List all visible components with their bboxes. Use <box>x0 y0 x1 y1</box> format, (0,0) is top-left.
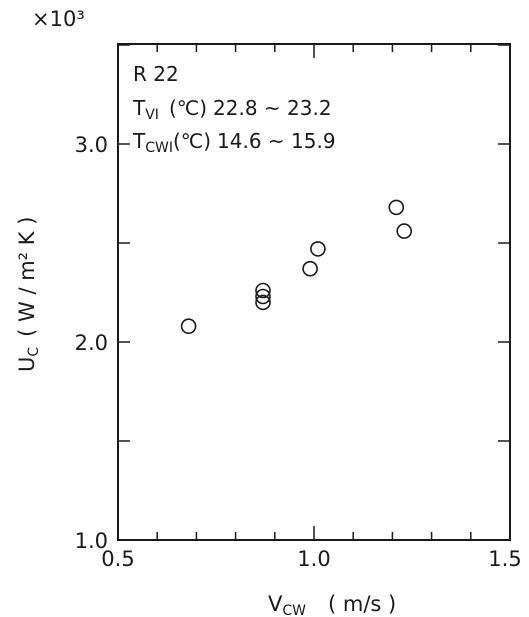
x-axis-label-main: V <box>268 592 283 616</box>
annotation-tcwi: TCWI(℃) 14.6 ~ 15.9 <box>132 129 336 156</box>
data-point-2 <box>255 282 271 299</box>
x-tick-label-3: 1.5 <box>488 547 521 571</box>
y-multiplier: ×10³ <box>32 7 85 31</box>
annotation-tvi-range: 22.8 ~ 23.2 <box>213 96 332 120</box>
data-point-8 <box>396 223 413 239</box>
y-tick-label-1: 1.0 <box>75 529 108 553</box>
x-axis-label-sub: CW <box>282 603 306 617</box>
annotation-tcwi-sub: CWI <box>145 140 173 156</box>
data-point-6 <box>310 241 326 257</box>
y-axis-label-main: U <box>15 357 39 372</box>
annotation-tcwi-symbol: T <box>132 129 146 153</box>
annotation-tvi-unit: (℃) <box>169 96 207 120</box>
annotation-tcwi-unit: (℃) <box>173 129 211 153</box>
data-point-3 <box>255 288 271 305</box>
x-tick-label-1: 0.5 <box>101 547 134 571</box>
data-point-5 <box>302 260 318 277</box>
y-tick-label-2: 2.0 <box>75 331 108 355</box>
annotation-tcwi-range: 14.6 ~ 15.9 <box>217 129 336 153</box>
data-point-7 <box>388 199 405 216</box>
annotation-tvi-symbol: T <box>132 96 146 120</box>
x-tick-labels: 0.5 1.0 1.5 <box>101 547 521 571</box>
axis-ticks <box>117 44 511 541</box>
y-tick-labels: 1.0 2.0 3.0 <box>75 133 108 553</box>
data-points <box>180 199 413 335</box>
annotation-refrigerant: R 22 <box>133 62 179 86</box>
y-axis-label-sub: C <box>26 347 42 357</box>
annotation-tvi: TVI (℃) 22.8 ~ 23.2 <box>132 96 332 123</box>
x-tick-label-2: 1.0 <box>297 547 330 571</box>
y-tick-label-3: 3.0 <box>75 133 108 157</box>
data-point-1 <box>180 318 197 335</box>
y-axis-label-unit: ( W / m² K ) <box>15 217 39 337</box>
data-point-4 <box>255 294 271 311</box>
annotation-tvi-sub: VI <box>145 107 159 123</box>
x-axis-label-unit: ( m/s ) <box>328 592 396 616</box>
y-axis-label: UC ( W / m² K ) <box>15 217 42 372</box>
x-axis-label: VCW ( m/s ) <box>268 592 396 617</box>
